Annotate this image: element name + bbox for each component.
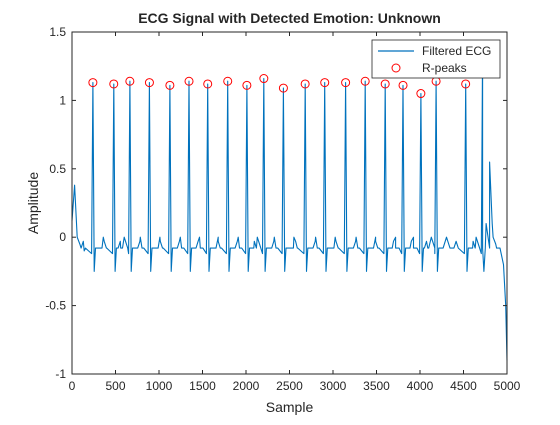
r-peak-marker [380,79,390,89]
y-tick-label: -1 [55,367,66,381]
legend: Filtered ECG R-peaks [371,39,501,79]
chart-title: ECG Signal with Detected Emotion: Unknow… [138,10,441,26]
x-tick-label: 0 [69,379,76,393]
y-tick-label: 1.5 [49,25,66,39]
r-peak-marker [109,79,119,89]
r-peak-marker [398,80,408,90]
plot-area: 0 500 1000 1500 2000 2500 3000 3500 4000 4500 5000… [45,25,520,393]
r-peak-marker [242,80,252,90]
r-peak-marker [416,89,426,99]
r-peak-marker [320,78,330,88]
r-peak-marker [259,74,269,84]
r-peak-marker [341,78,351,88]
x-tick-label: 1500 [189,379,216,393]
y-axis-label: Amplitude [25,172,41,234]
series-layer [71,45,508,361]
y-tick-label: 0.5 [49,162,66,176]
x-tick-label: 5000 [494,379,521,393]
legend-entry-r-peaks: R-peaks [422,61,467,75]
x-tick-label: 4500 [450,379,477,393]
axes-background [72,32,507,374]
legend-marker-swatch [391,63,401,73]
legend-box [371,39,501,79]
r-peak-marker [88,78,98,88]
tick-layer: 0 500 1000 1500 2000 2500 3000 3500 4000 4500 5000… [45,25,520,393]
r-peak-marker [300,79,310,89]
x-tick-label: 4000 [407,379,434,393]
x-tick-label: 1000 [146,379,173,393]
r-peak-marker [223,76,233,86]
r-peak-marker [203,79,213,89]
x-tick-label: 2000 [233,379,260,393]
r-peak-marker [125,76,135,86]
legend-entry-filtered-ecg: Filtered ECG [422,44,491,58]
y-tick-label: 0 [59,230,66,244]
x-axis-label: Sample [266,399,314,415]
r-peak-marker [184,76,194,86]
y-tick-label: -0.5 [45,299,66,313]
x-tick-label: 500 [105,379,125,393]
r-peak-marker [278,83,288,93]
r-peak-marker [144,78,154,88]
r-peak-marker [360,76,370,86]
r-peak-marker [461,79,471,89]
y-tick-label: 1 [59,93,66,107]
x-tick-label: 3500 [363,379,390,393]
x-tick-label: 2500 [276,379,303,393]
filtered-ecg-line [71,45,508,361]
r-peak-marker [165,80,175,90]
x-tick-label: 3000 [320,379,347,393]
